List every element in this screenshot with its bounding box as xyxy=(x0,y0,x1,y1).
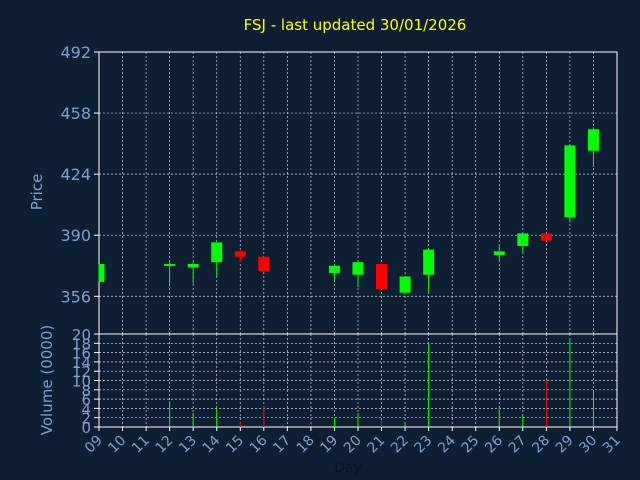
volume-tick-label: 12 xyxy=(72,363,91,381)
x-tick-label: 23 xyxy=(412,433,436,457)
volume-tick-label: 2 xyxy=(81,410,91,428)
x-tick-label: 22 xyxy=(388,433,412,457)
x-tick-label: 28 xyxy=(529,433,553,457)
x-tick-label: 26 xyxy=(482,432,506,456)
candle-body xyxy=(258,256,270,272)
candle-body xyxy=(99,263,105,282)
x-axis: 09 10 11 12 13 14 15 16 17 18 19 20 21 22 23 24 25 26 27 28… xyxy=(82,427,624,456)
x-tick-label: 19 xyxy=(317,433,341,457)
candle-body xyxy=(234,251,246,257)
price-panel: 356 390 424 458 492 xyxy=(60,43,618,335)
x-tick-label: 27 xyxy=(506,433,530,457)
x-tick-label: 30 xyxy=(576,433,600,457)
candle-body xyxy=(423,249,435,275)
x-tick-label: 10 xyxy=(105,433,129,457)
x-tick-label: 13 xyxy=(176,433,200,457)
candle-body xyxy=(517,233,529,246)
volume-tick-label: 8 xyxy=(81,382,91,400)
volume-tick-label: 18 xyxy=(72,335,91,353)
volume-tick-label: 6 xyxy=(81,391,91,409)
candle-body xyxy=(587,129,599,151)
candle-body xyxy=(211,242,223,263)
x-tick-label: 15 xyxy=(223,433,247,457)
volume-axis-label: Volume (0000) xyxy=(38,325,56,435)
price-tick-label: 356 xyxy=(60,287,91,306)
candle-body xyxy=(187,263,199,268)
x-tick-label: 17 xyxy=(270,433,294,457)
x-tick-label: 25 xyxy=(459,433,483,457)
y-axis-label: Price xyxy=(28,174,46,211)
candle-body xyxy=(564,145,576,218)
candle-body xyxy=(493,251,505,255)
x-axis-label: Day xyxy=(334,460,362,476)
volume-tick-label: 4 xyxy=(81,400,91,418)
volume-tick-label: 14 xyxy=(72,354,91,372)
candle-body xyxy=(540,233,552,241)
candle-body xyxy=(328,265,340,273)
x-tick-label: 18 xyxy=(294,433,318,457)
volume-tick-label: 0 xyxy=(81,419,91,437)
x-tick-label: 16 xyxy=(247,432,271,456)
volume-tick-label: 10 xyxy=(72,373,91,391)
x-tick-label: 20 xyxy=(341,433,365,457)
x-tick-label: 14 xyxy=(200,432,224,456)
price-tick-label: 492 xyxy=(60,43,91,62)
candle-body xyxy=(164,263,176,266)
x-tick-label: 21 xyxy=(364,433,388,457)
volume-tick-label: 20 xyxy=(72,326,91,344)
x-tick-label: 31 xyxy=(600,433,624,457)
x-tick-label: 12 xyxy=(153,433,177,457)
price-tick-label: 458 xyxy=(60,104,91,123)
price-tick-label: 424 xyxy=(60,165,91,184)
chart-title: FSJ - last updated 30/01/2026 xyxy=(244,16,467,34)
volume-tick-label: 16 xyxy=(72,345,91,363)
x-tick-label: 29 xyxy=(553,433,577,457)
candle-body xyxy=(399,276,411,293)
x-tick-label: 24 xyxy=(435,432,459,456)
candle-body xyxy=(376,263,388,290)
price-tick-label: 390 xyxy=(60,226,91,245)
x-tick-label: 11 xyxy=(129,433,153,457)
candle-body xyxy=(352,262,364,275)
